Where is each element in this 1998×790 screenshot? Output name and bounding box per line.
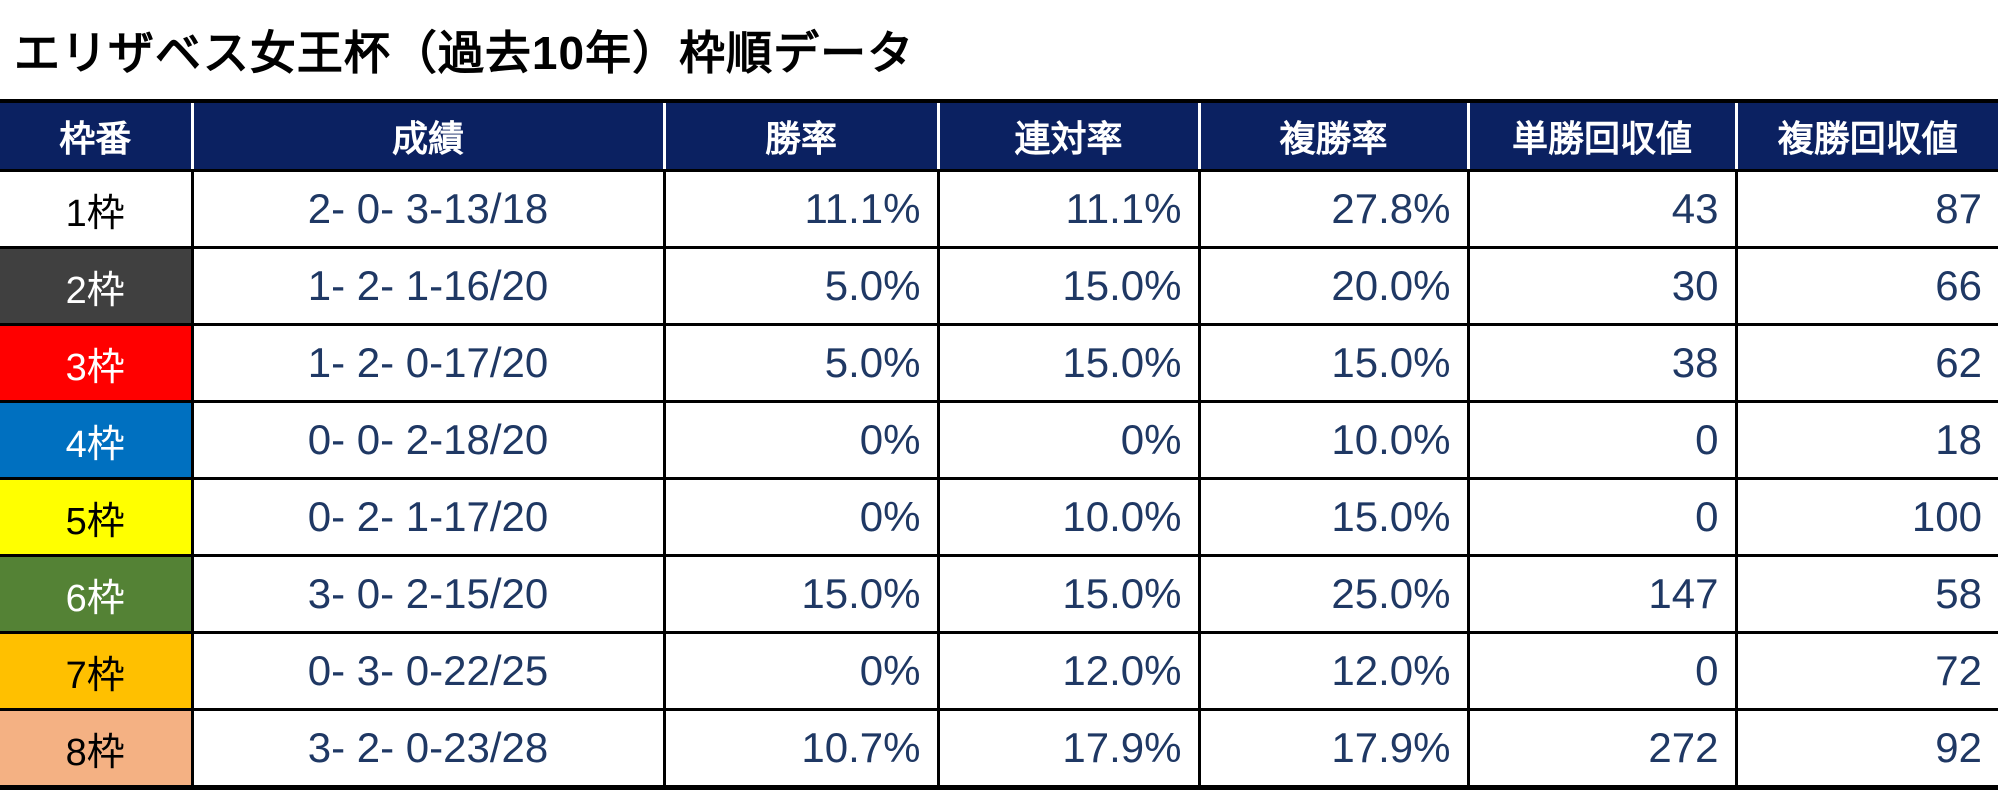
seiseki-cell: 2- 0- 3-13/18 <box>190 170 664 249</box>
tansho-return-cell: 0 <box>1466 632 1736 711</box>
waku-cell: 3枠 <box>0 324 192 403</box>
fukusho-rate-cell: 15.0% <box>1197 478 1468 557</box>
column-header-tansho-return: 単勝回収値 <box>1466 99 1736 172</box>
table-row: 4枠 0- 0- 2-18/20 0% 0% 10.0% 0 18 <box>0 401 1998 480</box>
rentai-rate-cell: 10.0% <box>936 478 1199 557</box>
column-header-win: 勝率 <box>662 99 938 172</box>
fukusho-return-cell: 18 <box>1734 401 1998 480</box>
tansho-return-cell: 43 <box>1466 170 1736 249</box>
rentai-rate-cell: 15.0% <box>936 247 1199 326</box>
rentai-rate-cell: 15.0% <box>936 555 1199 634</box>
fukusho-return-cell: 66 <box>1734 247 1998 326</box>
table-row: 8枠 3- 2- 0-23/28 10.7% 17.9% 17.9% 272 9… <box>0 709 1998 790</box>
tansho-return-cell: 0 <box>1466 478 1736 557</box>
table-row: 3枠 1- 2- 0-17/20 5.0% 15.0% 15.0% 38 62 <box>0 324 1998 403</box>
seiseki-cell: 3- 2- 0-23/28 <box>190 709 664 790</box>
fukusho-return-cell: 100 <box>1734 478 1998 557</box>
seiseki-cell: 3- 0- 2-15/20 <box>190 555 664 634</box>
win-rate-cell: 15.0% <box>662 555 938 634</box>
tansho-return-cell: 0 <box>1466 401 1736 480</box>
fukusho-rate-cell: 17.9% <box>1197 709 1468 790</box>
win-rate-cell: 0% <box>662 478 938 557</box>
win-rate-cell: 10.7% <box>662 709 938 790</box>
waku-cell: 5枠 <box>0 478 192 557</box>
waku-cell: 1枠 <box>0 170 192 249</box>
tansho-return-cell: 147 <box>1466 555 1736 634</box>
table-header-row: 枠番 成績 勝率 連対率 複勝率 単勝回収値 複勝回収値 <box>0 99 1998 172</box>
fukusho-rate-cell: 20.0% <box>1197 247 1468 326</box>
fukusho-rate-cell: 10.0% <box>1197 401 1468 480</box>
rentai-rate-cell: 0% <box>936 401 1199 480</box>
win-rate-cell: 0% <box>662 632 938 711</box>
tansho-return-cell: 38 <box>1466 324 1736 403</box>
column-header-rentai: 連対率 <box>936 99 1199 172</box>
waku-data-table: 枠番 成績 勝率 連対率 複勝率 単勝回収値 複勝回収値 1枠 2- 0- 3-… <box>0 99 1998 790</box>
table-row: 7枠 0- 3- 0-22/25 0% 12.0% 12.0% 0 72 <box>0 632 1998 711</box>
fukusho-return-cell: 92 <box>1734 709 1998 790</box>
table-row: 6枠 3- 0- 2-15/20 15.0% 15.0% 25.0% 147 5… <box>0 555 1998 634</box>
seiseki-cell: 1- 2- 1-16/20 <box>190 247 664 326</box>
waku-cell: 4枠 <box>0 401 192 480</box>
tansho-return-cell: 30 <box>1466 247 1736 326</box>
rentai-rate-cell: 12.0% <box>936 632 1199 711</box>
tansho-return-cell: 272 <box>1466 709 1736 790</box>
seiseki-cell: 0- 2- 1-17/20 <box>190 478 664 557</box>
fukusho-return-cell: 58 <box>1734 555 1998 634</box>
table-row: 2枠 1- 2- 1-16/20 5.0% 15.0% 20.0% 30 66 <box>0 247 1998 326</box>
page-title: エリザベス女王杯（過去10年）枠順データ <box>14 26 915 79</box>
column-header-waku: 枠番 <box>0 99 192 172</box>
fukusho-rate-cell: 15.0% <box>1197 324 1468 403</box>
column-header-seiseki: 成績 <box>190 99 664 172</box>
column-header-fukusho-return: 複勝回収値 <box>1734 99 1998 172</box>
seiseki-cell: 1- 2- 0-17/20 <box>190 324 664 403</box>
rentai-rate-cell: 15.0% <box>936 324 1199 403</box>
win-rate-cell: 11.1% <box>662 170 938 249</box>
fukusho-return-cell: 72 <box>1734 632 1998 711</box>
fukusho-rate-cell: 27.8% <box>1197 170 1468 249</box>
table-row: 1枠 2- 0- 3-13/18 11.1% 11.1% 27.8% 43 87 <box>0 170 1998 249</box>
waku-cell: 6枠 <box>0 555 192 634</box>
waku-cell: 8枠 <box>0 709 192 790</box>
fukusho-rate-cell: 25.0% <box>1197 555 1468 634</box>
waku-cell: 7枠 <box>0 632 192 711</box>
seiseki-cell: 0- 0- 2-18/20 <box>190 401 664 480</box>
win-rate-cell: 5.0% <box>662 324 938 403</box>
fukusho-return-cell: 87 <box>1734 170 1998 249</box>
waku-cell: 2枠 <box>0 247 192 326</box>
rentai-rate-cell: 11.1% <box>936 170 1199 249</box>
win-rate-cell: 5.0% <box>662 247 938 326</box>
table-row: 5枠 0- 2- 1-17/20 0% 10.0% 15.0% 0 100 <box>0 478 1998 557</box>
rentai-rate-cell: 17.9% <box>936 709 1199 790</box>
fukusho-return-cell: 62 <box>1734 324 1998 403</box>
seiseki-cell: 0- 3- 0-22/25 <box>190 632 664 711</box>
fukusho-rate-cell: 12.0% <box>1197 632 1468 711</box>
win-rate-cell: 0% <box>662 401 938 480</box>
column-header-fukusho: 複勝率 <box>1197 99 1468 172</box>
